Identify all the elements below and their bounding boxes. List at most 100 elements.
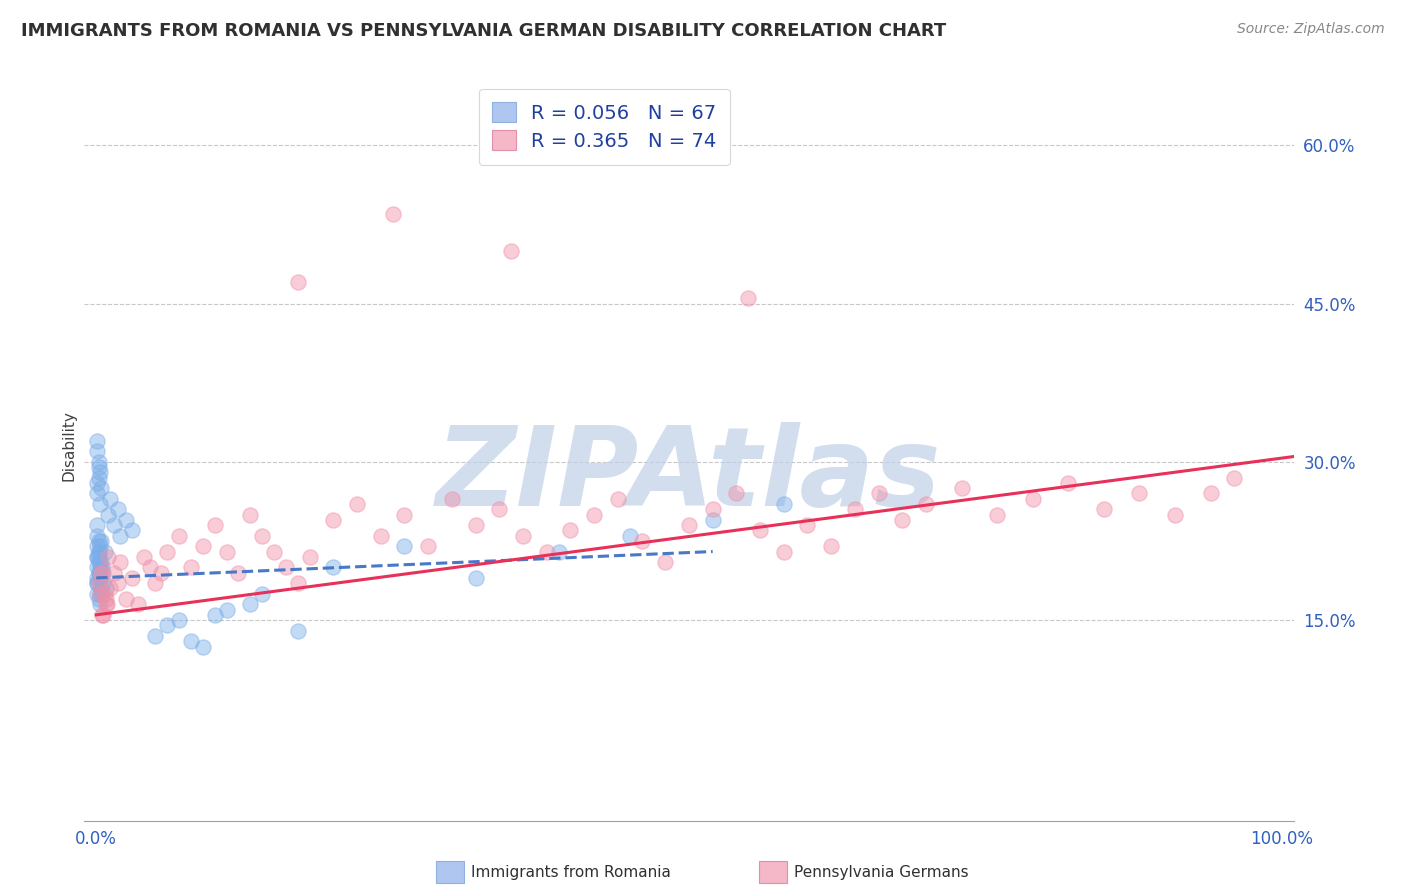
Point [228, 566, 250, 580]
Point [370, 529, 392, 543]
Point [90, 582, 112, 596]
Point [86, 486, 108, 500]
Y-axis label: Disability: Disability [60, 410, 76, 482]
Point [89, 597, 111, 611]
Point [103, 518, 125, 533]
Point [464, 518, 486, 533]
Point [156, 618, 179, 632]
Point [630, 533, 652, 548]
Point [91, 576, 114, 591]
Point [91, 607, 114, 622]
Point [107, 502, 129, 516]
Point [654, 555, 676, 569]
Text: Immigrants from Romania: Immigrants from Romania [471, 865, 671, 880]
Point [90, 555, 112, 569]
Point [86, 529, 108, 543]
Point [749, 524, 772, 538]
Point [86, 549, 108, 564]
Point [86, 434, 108, 448]
Point [322, 560, 344, 574]
Point [394, 508, 416, 522]
Point [464, 571, 486, 585]
Point [94, 597, 117, 611]
Point [287, 576, 309, 591]
Point [91, 566, 114, 580]
Point [91, 566, 114, 580]
Point [89, 497, 111, 511]
Point [263, 544, 285, 558]
Point [501, 244, 523, 258]
Point [91, 560, 114, 574]
Point [772, 497, 794, 511]
Point [381, 207, 404, 221]
Point [89, 566, 111, 580]
Point [560, 524, 582, 538]
Point [86, 560, 108, 574]
Point [1092, 502, 1115, 516]
Point [87, 555, 110, 569]
Point [796, 518, 818, 533]
Point [87, 455, 110, 469]
Point [394, 539, 416, 553]
Point [86, 518, 108, 533]
Point [167, 529, 190, 543]
Point [167, 613, 190, 627]
Point [702, 513, 724, 527]
Text: Source: ZipAtlas.com: Source: ZipAtlas.com [1237, 22, 1385, 37]
Point [844, 502, 866, 516]
Point [737, 291, 759, 305]
Point [121, 571, 143, 585]
Point [619, 529, 641, 543]
Point [87, 549, 110, 564]
Point [868, 486, 890, 500]
Point [702, 502, 724, 516]
Text: Pennsylvania Germans: Pennsylvania Germans [794, 865, 969, 880]
Point [156, 544, 179, 558]
Point [1223, 470, 1246, 484]
Point [87, 592, 110, 607]
Point [440, 491, 463, 506]
Point [150, 566, 173, 580]
Point [100, 582, 122, 596]
Point [108, 529, 131, 543]
Point [418, 539, 440, 553]
Point [1057, 475, 1080, 490]
Point [488, 502, 510, 516]
Point [96, 597, 118, 611]
Point [89, 466, 111, 480]
Point [89, 587, 111, 601]
Point [287, 624, 309, 638]
Text: IMMIGRANTS FROM ROMANIA VS PENNSYLVANIA GERMAN DISABILITY CORRELATION CHART: IMMIGRANTS FROM ROMANIA VS PENNSYLVANIA … [21, 22, 946, 40]
Point [1164, 508, 1187, 522]
Point [91, 587, 114, 601]
Point [180, 560, 202, 574]
Point [145, 629, 167, 643]
Point [820, 539, 842, 553]
Point [89, 571, 111, 585]
Point [287, 276, 309, 290]
Point [547, 544, 569, 558]
Point [91, 607, 114, 622]
Point [115, 513, 138, 527]
Point [215, 544, 238, 558]
Point [274, 560, 297, 574]
Point [103, 566, 125, 580]
Point [87, 566, 110, 580]
Point [86, 587, 108, 601]
Point [89, 560, 111, 574]
Point [606, 491, 628, 506]
Point [115, 592, 138, 607]
Point [86, 549, 108, 564]
Point [725, 486, 748, 500]
Point [94, 582, 117, 596]
Point [97, 549, 120, 564]
Point [89, 587, 111, 601]
Point [87, 533, 110, 548]
Point [94, 592, 117, 607]
Point [191, 640, 214, 654]
Point [215, 602, 238, 616]
Point [100, 491, 122, 506]
Point [915, 497, 938, 511]
Point [86, 444, 108, 458]
Point [132, 549, 155, 564]
